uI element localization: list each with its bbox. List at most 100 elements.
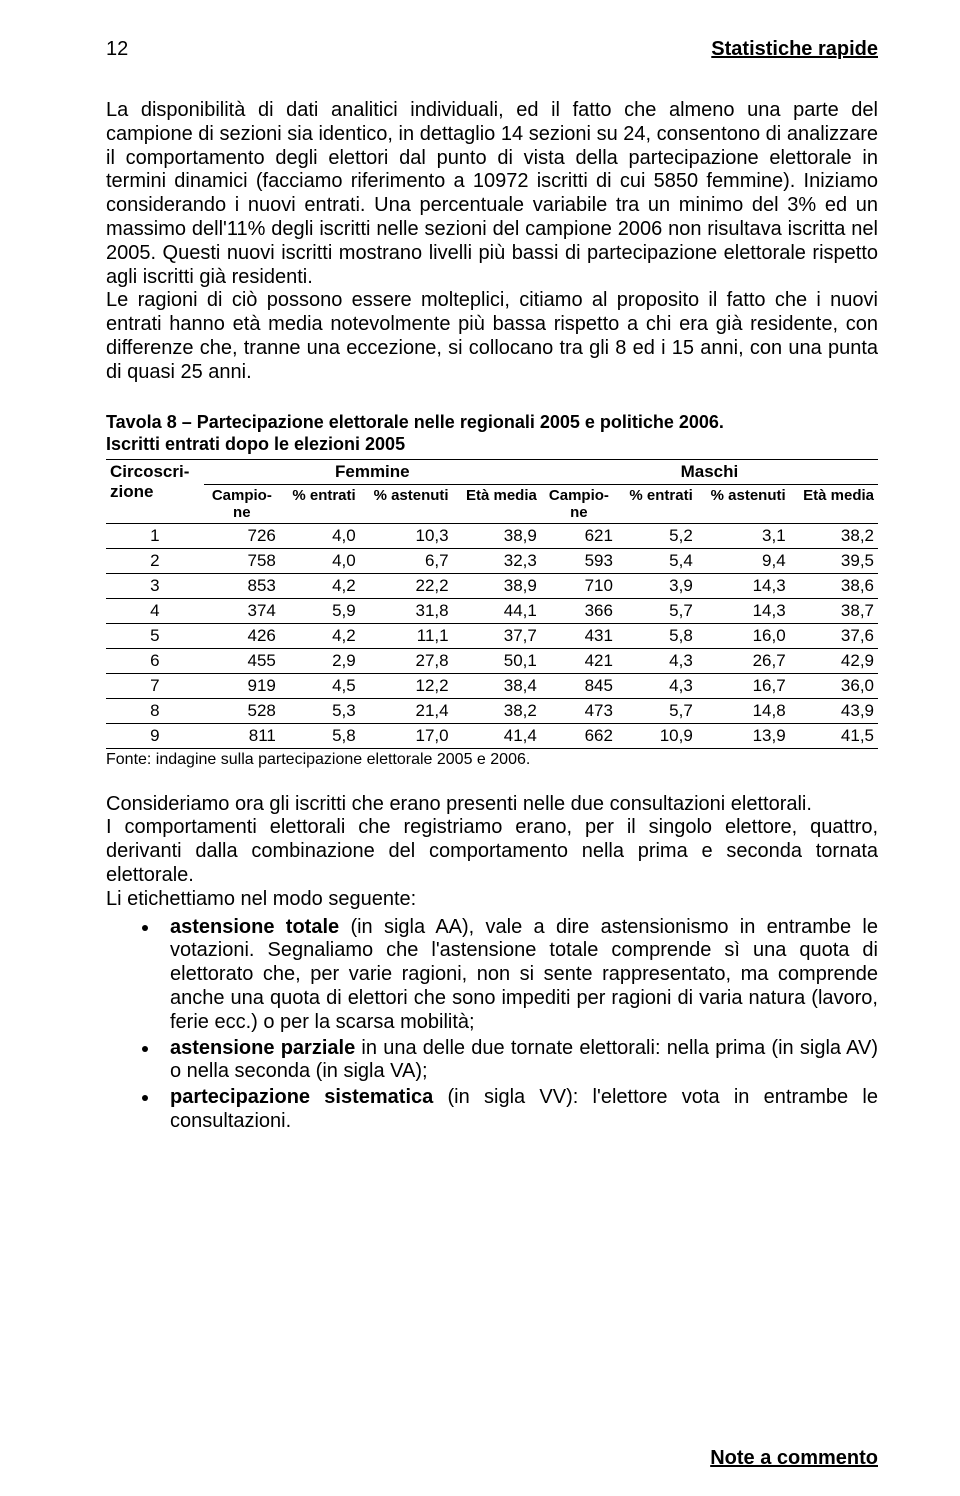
subcol: % astenuti	[360, 484, 453, 523]
table-row: 85285,321,438,24735,714,843,9	[106, 698, 878, 723]
subcol: % entrati	[280, 484, 360, 523]
table-row: 43745,931,844,13665,714,338,7	[106, 598, 878, 623]
table-cell: 4,5	[280, 673, 360, 698]
table-row: 17264,010,338,96215,23,138,2	[106, 523, 878, 548]
table-cell: 726	[204, 523, 280, 548]
table-cell: 3,9	[617, 573, 697, 598]
table-cell: 26,7	[697, 648, 790, 673]
table-cell: 473	[541, 698, 617, 723]
table-cell: 39,5	[790, 548, 878, 573]
table-cell: 38,6	[790, 573, 878, 598]
table-cell: 43,9	[790, 698, 878, 723]
subcol: % astenuti	[697, 484, 790, 523]
table-cell: 853	[204, 573, 280, 598]
table-cell: 44,1	[453, 598, 541, 623]
list-item: astensione totale (in sigla AA), vale a …	[160, 916, 878, 1035]
list-item: partecipazione sistematica (in sigla VV)…	[160, 1086, 878, 1134]
table-cell: 5,7	[617, 598, 697, 623]
table-cell: 5,4	[617, 548, 697, 573]
table-cell: 5,8	[617, 623, 697, 648]
table-cell: 5,8	[280, 723, 360, 748]
table-cell: 10,9	[617, 723, 697, 748]
table-cell: 38,9	[453, 573, 541, 598]
table-cell: 4	[106, 598, 204, 623]
table-cell: 6,7	[360, 548, 453, 573]
table-cell: 31,8	[360, 598, 453, 623]
table-cell: 11,1	[360, 623, 453, 648]
table-row: 64552,927,850,14214,326,742,9	[106, 648, 878, 673]
col-circoscrizione: Circoscri- zione	[106, 459, 204, 523]
table-cell: 919	[204, 673, 280, 698]
table-cell: 14,3	[697, 598, 790, 623]
table-cell: 5	[106, 623, 204, 648]
table-cell: 366	[541, 598, 617, 623]
table-row: 27584,06,732,35935,49,439,5	[106, 548, 878, 573]
subcol: Età media	[453, 484, 541, 523]
data-table: Circoscri- zione Femmine Maschi Campio- …	[106, 459, 878, 749]
table-cell: 431	[541, 623, 617, 648]
table-cell: 21,4	[360, 698, 453, 723]
table-cell: 14,3	[697, 573, 790, 598]
table-cell: 2,9	[280, 648, 360, 673]
table-row: 79194,512,238,48454,316,736,0	[106, 673, 878, 698]
subcol: % entrati	[617, 484, 697, 523]
table-cell: 17,0	[360, 723, 453, 748]
table-cell: 41,4	[453, 723, 541, 748]
table-cell: 22,2	[360, 573, 453, 598]
table-cell: 811	[204, 723, 280, 748]
table-row: 38534,222,238,97103,914,338,6	[106, 573, 878, 598]
table-cell: 1	[106, 523, 204, 548]
table-cell: 38,7	[790, 598, 878, 623]
bullet-list: astensione totale (in sigla AA), vale a …	[106, 916, 878, 1134]
table-cell: 9,4	[697, 548, 790, 573]
table-cell: 38,9	[453, 523, 541, 548]
table-cell: 14,8	[697, 698, 790, 723]
body-paragraph-1: La disponibilità di dati analitici indiv…	[106, 99, 878, 385]
table-cell: 37,7	[453, 623, 541, 648]
table-cell: 710	[541, 573, 617, 598]
table-cell: 5,2	[617, 523, 697, 548]
table-cell: 662	[541, 723, 617, 748]
table-cell: 2	[106, 548, 204, 573]
table-cell: 42,9	[790, 648, 878, 673]
table-cell: 38,2	[790, 523, 878, 548]
table-cell: 10,3	[360, 523, 453, 548]
table-cell: 374	[204, 598, 280, 623]
table-cell: 426	[204, 623, 280, 648]
table-cell: 4,3	[617, 673, 697, 698]
table-cell: 16,0	[697, 623, 790, 648]
page-number: 12	[106, 38, 128, 61]
table-cell: 758	[204, 548, 280, 573]
table-cell: 4,3	[617, 648, 697, 673]
table-cell: 7	[106, 673, 204, 698]
table-cell: 5,3	[280, 698, 360, 723]
table-cell: 3	[106, 573, 204, 598]
col-maschi: Maschi	[541, 459, 878, 484]
footer-note: Note a commento	[710, 1447, 878, 1470]
table-cell: 8	[106, 698, 204, 723]
table-cell: 13,9	[697, 723, 790, 748]
table-cell: 3,1	[697, 523, 790, 548]
subcol: Età media	[790, 484, 878, 523]
table-cell: 4,2	[280, 623, 360, 648]
table-source: Fonte: indagine sulla partecipazione ele…	[106, 751, 878, 769]
table-cell: 455	[204, 648, 280, 673]
table-row: 98115,817,041,466210,913,941,5	[106, 723, 878, 748]
table-cell: 5,7	[617, 698, 697, 723]
header-title: Statistiche rapide	[711, 38, 878, 61]
table-cell: 593	[541, 548, 617, 573]
table-cell: 845	[541, 673, 617, 698]
table-cell: 6	[106, 648, 204, 673]
table-cell: 621	[541, 523, 617, 548]
table-cell: 38,2	[453, 698, 541, 723]
table-title: Tavola 8 – Partecipazione elettorale nel…	[106, 411, 878, 456]
table-cell: 4,2	[280, 573, 360, 598]
table-cell: 528	[204, 698, 280, 723]
table-cell: 5,9	[280, 598, 360, 623]
table-cell: 16,7	[697, 673, 790, 698]
table-cell: 32,3	[453, 548, 541, 573]
table-cell: 36,0	[790, 673, 878, 698]
subcol: Campio- ne	[204, 484, 280, 523]
table-cell: 4,0	[280, 548, 360, 573]
table-cell: 12,2	[360, 673, 453, 698]
